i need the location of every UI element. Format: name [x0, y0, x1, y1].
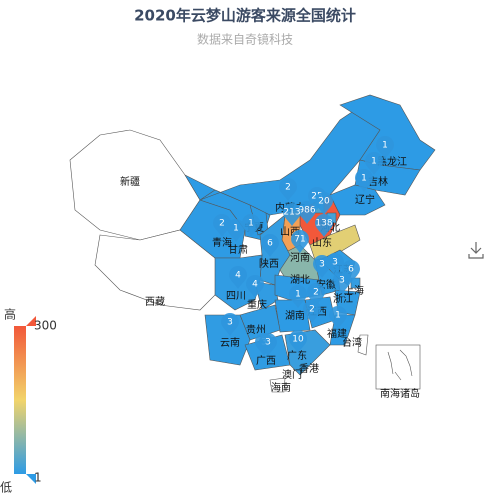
- visual-map-max: 300: [34, 319, 57, 333]
- inset-islands: [387, 349, 413, 381]
- pin-label: 1: [371, 157, 377, 167]
- handle-top: [26, 316, 36, 326]
- pin: [291, 230, 309, 253]
- province-label: 重庆: [247, 298, 267, 311]
- province-label: 台湾: [342, 336, 362, 349]
- pin-label: 71: [294, 235, 305, 245]
- pin-label: 3: [339, 276, 345, 286]
- pin: [227, 219, 245, 242]
- pin: [246, 275, 264, 298]
- pin-label: 3: [265, 338, 271, 348]
- province-label: 山东: [312, 236, 332, 249]
- province-label: 四川: [226, 291, 246, 302]
- province-label: 云南: [220, 336, 240, 349]
- province: [357, 334, 369, 356]
- province: [350, 277, 361, 289]
- province: [94, 229, 221, 311]
- province-label: 广西: [256, 355, 276, 367]
- pin: [229, 266, 247, 289]
- province-label: 青海: [212, 236, 232, 249]
- pin-label: 1: [382, 141, 388, 151]
- province-label: 湖北: [290, 274, 310, 286]
- pin: [355, 169, 373, 192]
- region-labels: 新疆西藏青海甘肃宁夏内蒙古黑龙江吉林辽宁河北山西山东河南陕西四川重庆湖北安徽江苏…: [120, 155, 420, 400]
- pin: [261, 234, 279, 257]
- pin: [333, 271, 351, 294]
- pin-label: 986: [298, 206, 315, 216]
- province-label: 香港: [299, 363, 319, 375]
- pin: [289, 285, 307, 308]
- pin-label: 4: [252, 280, 258, 290]
- pin: [315, 192, 333, 215]
- pin: [315, 214, 333, 237]
- visual-map: 高低 300 1: [0, 307, 57, 495]
- province-label: 陕西: [259, 257, 279, 270]
- pin-label: 2: [313, 288, 319, 298]
- pin-label: 1: [295, 290, 301, 300]
- pin-label: 1: [248, 219, 254, 229]
- pin: [283, 203, 301, 226]
- pin: [221, 313, 239, 336]
- province-label: 甘肃: [228, 243, 248, 256]
- pin: [213, 214, 231, 237]
- province-label: 贵州: [246, 323, 266, 336]
- visual-map-min: 1: [34, 471, 42, 485]
- pin: [298, 201, 316, 224]
- province: [339, 94, 436, 171]
- pin: [365, 152, 383, 175]
- pin-label: 1: [233, 224, 239, 234]
- province-label: 南海诸岛: [380, 387, 420, 400]
- download-icon[interactable]: [468, 242, 484, 259]
- province-label: 河南: [290, 251, 310, 264]
- pin-label: 4: [235, 271, 241, 281]
- pin-label: 213: [283, 208, 300, 218]
- pin-label: 20: [318, 197, 330, 207]
- pin: [242, 214, 260, 237]
- pin: [376, 136, 394, 159]
- visual-map-high: 高: [4, 307, 16, 322]
- inset-frame: [375, 344, 421, 390]
- pin-label: 3: [332, 258, 338, 268]
- province-label: 广东: [287, 349, 307, 362]
- pin-label: 3: [227, 318, 233, 328]
- pin: [303, 300, 321, 323]
- pin-label: 1: [361, 174, 367, 184]
- pin: [289, 330, 307, 353]
- pin: [329, 306, 347, 329]
- province-label: 西藏: [145, 296, 165, 308]
- pin-label: 3: [319, 260, 325, 270]
- pin-label: 2: [309, 305, 315, 315]
- province-label: 海南: [271, 381, 291, 394]
- province-label: 澳门: [282, 368, 302, 381]
- pin-label: 2: [219, 219, 225, 229]
- chart-title: 2020年云梦山游客来源全国统计: [134, 7, 356, 25]
- visual-map-low: 低: [0, 481, 12, 495]
- download-glyph[interactable]: [468, 242, 484, 259]
- province: [269, 377, 286, 393]
- province-label: 福建: [327, 327, 347, 340]
- province-label: 辽宁: [355, 193, 375, 206]
- pin-label: 6: [348, 265, 354, 275]
- province-label: 湖南: [285, 309, 305, 322]
- pin: [259, 333, 277, 356]
- province-label: 新疆: [120, 175, 140, 188]
- pin: [326, 253, 344, 276]
- pin-label: 6: [267, 239, 273, 249]
- province-label: 上海: [344, 284, 364, 297]
- pin-label: 2: [285, 183, 291, 193]
- pins: 21121119862520213138716442336321333101: [213, 136, 394, 356]
- chart-subtitle: 数据来自奇镜科技: [197, 32, 293, 47]
- province-label: 浙江: [333, 293, 353, 305]
- pin-label: 1: [335, 311, 341, 321]
- visual-map-bar: [14, 326, 26, 474]
- pin-label: 10: [292, 335, 304, 345]
- pin-label: 138: [315, 219, 332, 229]
- pin: [279, 178, 297, 201]
- handle-bottom: [26, 474, 36, 484]
- province-label: 吉林: [368, 175, 388, 188]
